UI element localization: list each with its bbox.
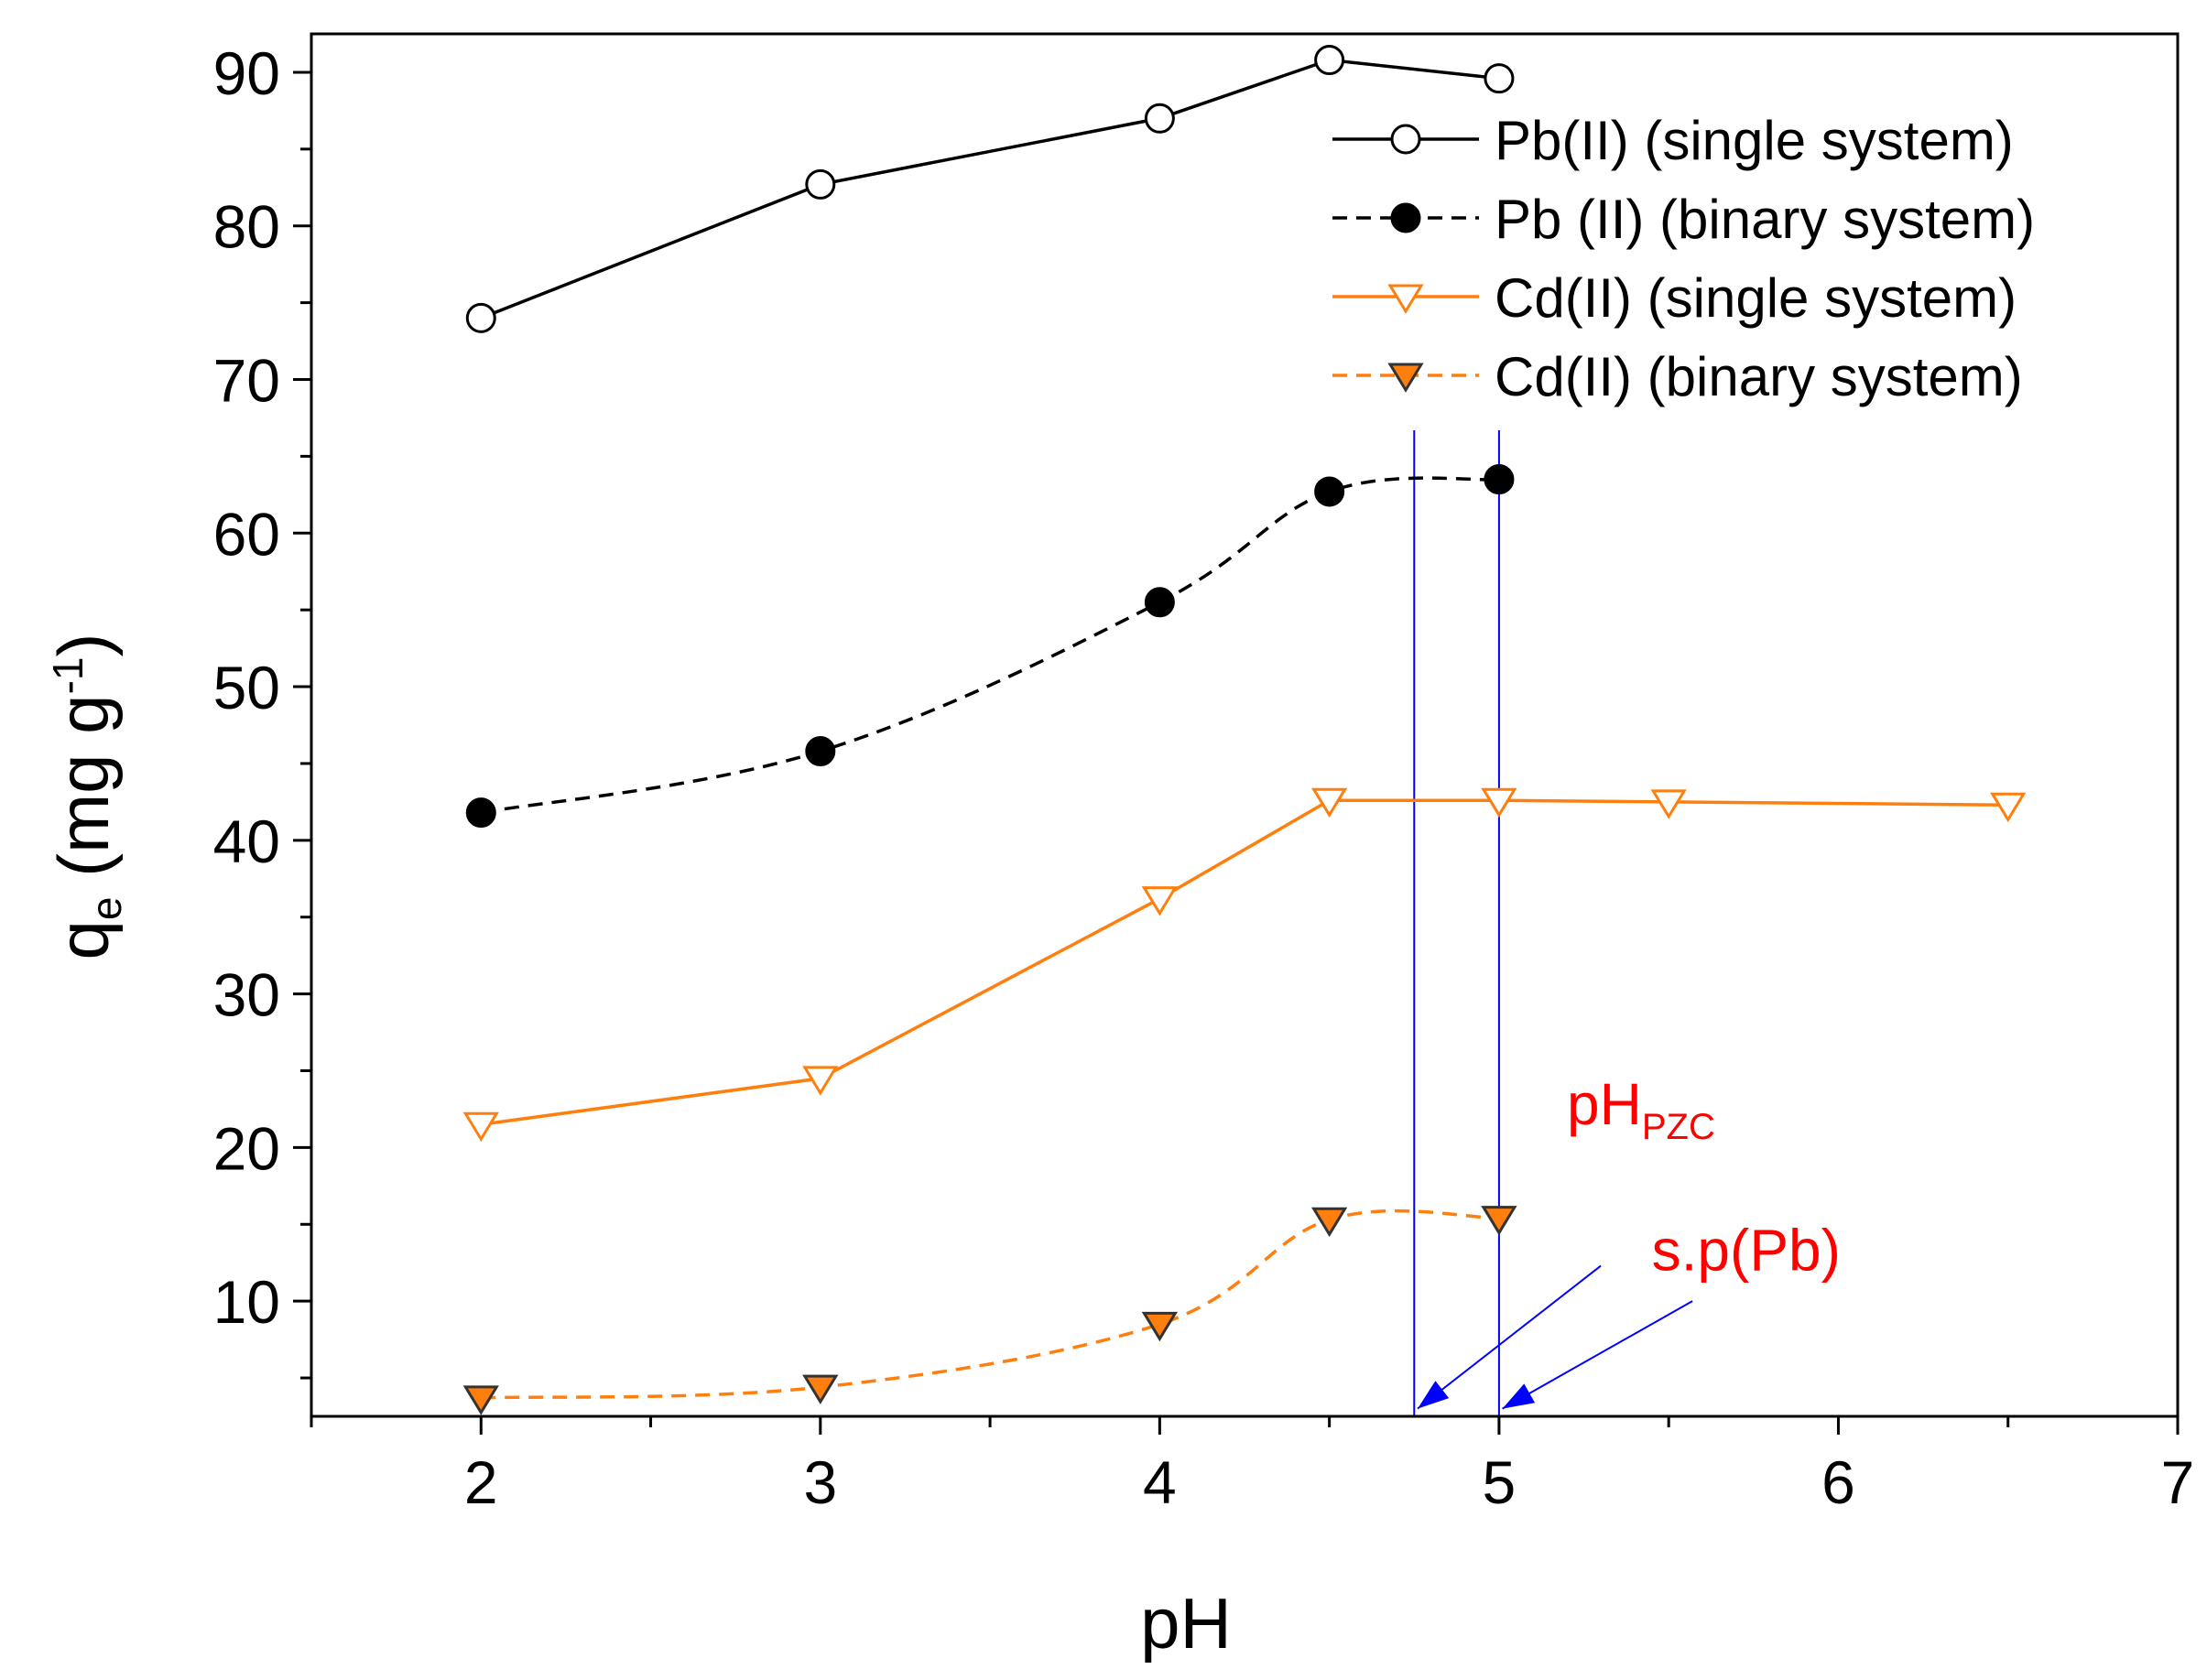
x-tick-label: 5 xyxy=(1483,1448,1517,1516)
sp-pb-label-main: s.p(Pb) xyxy=(1652,1218,1841,1284)
y-tick-label: 90 xyxy=(213,39,280,107)
data-point-s4-4 xyxy=(1310,1207,1348,1238)
data-point-s2-5 xyxy=(1484,464,1515,495)
data-point-s3-3 xyxy=(1141,886,1179,916)
data-point-s3-1 xyxy=(462,1111,499,1143)
legend: Pb(II) (single system) Pb (II) (binary sy… xyxy=(1332,110,2035,407)
data-point-s1-4 xyxy=(1314,45,1345,76)
x-tick-label: 3 xyxy=(803,1448,837,1516)
ph-pzc-label: pHPZC xyxy=(1567,1071,1715,1147)
ph-pzc-arrow-head xyxy=(1417,1381,1450,1409)
y-tick-label: 70 xyxy=(213,347,280,415)
data-point-s4-3 xyxy=(1141,1311,1179,1342)
axes: 2 3 4 5 6 7 10 20 30 40 50 60 70 80 90 xyxy=(213,32,2195,1516)
legend-label-2: Pb (II) (binary system) xyxy=(1495,189,2035,250)
y-tick-label: 50 xyxy=(213,654,280,721)
y-axis-title-units: (mg g xyxy=(43,694,124,896)
data-point-s1-1 xyxy=(465,302,496,333)
series-line-1 xyxy=(480,58,1500,320)
y-axis-title-units-close: ) xyxy=(43,634,124,657)
y-tick-label: 10 xyxy=(213,1268,280,1336)
x-axis-title: pH xyxy=(1140,1583,1232,1664)
y-tick-label: 40 xyxy=(213,807,280,875)
data-point-s4-5 xyxy=(1481,1206,1517,1236)
y-axis-title: qe (mg g-1) xyxy=(43,634,130,960)
legend-label-1: Pb(II) (single system) xyxy=(1495,110,2014,171)
series-line-4 xyxy=(481,1209,1499,1400)
vertical-lines xyxy=(1413,430,1500,1416)
series-line-3 xyxy=(481,798,2008,1126)
sp-pb-label: s.p(Pb) xyxy=(1652,1218,1841,1284)
legend-label-3: Cd(II) (single system) xyxy=(1495,267,2017,329)
y-axis-title-superscript: -1 xyxy=(44,657,92,695)
data-point-s3-5 xyxy=(1481,787,1517,818)
legend-marker-2 xyxy=(1390,202,1421,233)
data-point-s4-1 xyxy=(462,1385,499,1415)
legend-marker-3 xyxy=(1387,284,1424,314)
y-tick-label: 30 xyxy=(213,961,280,1029)
ph-pzc-arrow-shaft xyxy=(1417,1264,1602,1410)
x-tick-label: 4 xyxy=(1143,1448,1177,1516)
data-point-s2-3 xyxy=(1144,587,1175,618)
series-line-2 xyxy=(480,476,1500,815)
data-point-s1-5 xyxy=(1484,63,1515,94)
sp-pb-arrow-head xyxy=(1502,1383,1536,1409)
data-point-s2-2 xyxy=(805,736,836,767)
data-point-s1-3 xyxy=(1144,103,1175,134)
data-point-s3-4 xyxy=(1310,787,1348,818)
x-tick-label: 6 xyxy=(1821,1448,1855,1516)
legend-marker-4 xyxy=(1387,363,1424,393)
y-tick-label: 80 xyxy=(213,193,280,261)
plot-frame xyxy=(310,32,2180,1418)
data-point-s2-1 xyxy=(465,797,496,829)
x-tick-label: 2 xyxy=(464,1448,498,1516)
y-tick-label: 60 xyxy=(213,500,280,568)
data-point-s3-2 xyxy=(802,1066,839,1096)
data-point-s3-6 xyxy=(1650,789,1687,819)
x-tick-label: 7 xyxy=(2161,1448,2195,1516)
ph-pzc-label-main: pH xyxy=(1567,1071,1642,1137)
legend-marker-1 xyxy=(1390,124,1421,155)
y-tick-label: 20 xyxy=(213,1114,280,1182)
data-point-s1-2 xyxy=(805,168,836,200)
sp-pb-arrow-shaft xyxy=(1502,1300,1693,1410)
ph-pzc-label-subscript: PZC xyxy=(1642,1107,1715,1147)
annotations: pHPZC s.p(Pb) xyxy=(1417,1071,1841,1410)
series-group xyxy=(462,45,2027,1415)
data-point-s2-4 xyxy=(1314,476,1345,507)
y-axis-title-main: q xyxy=(43,920,124,959)
legend-label-4: Cd(II) (binary system) xyxy=(1495,346,2023,407)
y-axis-title-subscript: e xyxy=(82,896,130,920)
data-point-s4-2 xyxy=(802,1374,839,1405)
data-point-s3-7 xyxy=(1990,792,2027,823)
